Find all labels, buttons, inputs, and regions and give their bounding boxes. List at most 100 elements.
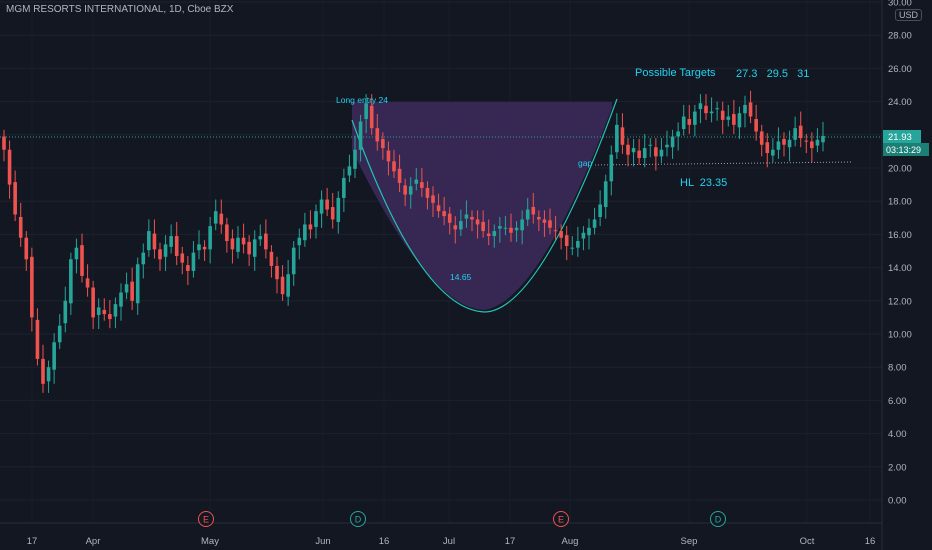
candle-body: [748, 102, 753, 117]
candle: [414, 168, 419, 191]
candle: [69, 252, 73, 315]
x-tick-label: Oct: [800, 536, 815, 547]
candle-body: [180, 253, 185, 263]
candle: [676, 122, 680, 151]
y-tick-label: 18.00: [888, 197, 912, 208]
candle: [130, 267, 134, 310]
event-marker-label: E: [203, 515, 209, 525]
candle-body: [459, 221, 463, 230]
candle: [381, 132, 385, 160]
long-entry-label: Long entry 24: [336, 95, 388, 105]
last-price-tag: 21.93 03:13:29: [883, 130, 929, 156]
candle: [113, 297, 118, 329]
candle-body: [13, 182, 17, 215]
y-tick-label: 24.00: [888, 97, 912, 108]
candle-body: [815, 139, 820, 146]
candle: [570, 236, 575, 256]
candle-body: [492, 231, 497, 237]
candle-body: [782, 138, 786, 145]
candle-body: [631, 148, 636, 153]
candle-body: [63, 300, 68, 324]
candle: [759, 124, 764, 157]
candle: [743, 95, 747, 128]
candle: [169, 224, 173, 254]
candle: [620, 113, 625, 154]
y-tick-label: 2.00: [888, 462, 907, 473]
candle-body: [570, 247, 575, 249]
candle-body: [80, 245, 84, 276]
candle-body: [553, 230, 558, 232]
time-axis[interactable]: 17 Apr May Jun 16 Jul 17 Aug Sep Oct 16: [27, 536, 876, 547]
earnings-marker[interactable]: E: [553, 511, 569, 527]
candle: [464, 200, 469, 228]
candle: [24, 231, 29, 271]
candle: [698, 94, 703, 124]
candle-body: [665, 144, 669, 148]
candle: [815, 128, 820, 153]
candle-body: [414, 179, 419, 184]
candle: [119, 283, 123, 321]
candle: [715, 101, 719, 121]
earnings-marker[interactable]: E: [198, 511, 214, 527]
candle: [269, 245, 274, 278]
candle: [186, 255, 190, 286]
candle: [720, 101, 725, 134]
candle-body: [264, 233, 268, 250]
candle-body: [765, 142, 770, 154]
candle: [375, 114, 380, 151]
candle: [514, 221, 519, 242]
candle: [821, 121, 825, 152]
candle: [687, 104, 692, 134]
candle-body: [531, 207, 536, 215]
candle-body: [403, 185, 407, 195]
candle-body: [615, 124, 619, 153]
candle: [63, 286, 68, 333]
candle: [358, 114, 363, 162]
candle-body: [581, 232, 586, 239]
candle-body: [564, 235, 569, 247]
candle-body: [303, 224, 307, 241]
candle-body: [119, 292, 123, 307]
cup-pattern-fill: [352, 102, 612, 310]
candle-body: [163, 244, 168, 257]
candle-body: [431, 195, 435, 203]
candle: [637, 138, 641, 165]
candle: [654, 138, 658, 171]
dividend-marker[interactable]: D: [710, 511, 726, 527]
candle: [503, 216, 508, 236]
candle-body: [375, 128, 380, 142]
candle: [436, 193, 441, 218]
candle: [219, 199, 224, 234]
candle-body: [732, 114, 736, 125]
y-tick-label: 10.00: [888, 330, 912, 341]
candle: [542, 210, 547, 237]
candle: [230, 229, 235, 264]
event-marker-label: D: [355, 515, 362, 525]
candle-body: [715, 108, 719, 110]
candle: [665, 130, 669, 157]
candle: [765, 133, 770, 168]
candle-body: [225, 224, 229, 242]
candle-body: [654, 147, 658, 157]
candle: [793, 116, 797, 147]
candle-body: [297, 237, 302, 246]
candle: [553, 216, 558, 241]
candle: [80, 233, 84, 283]
price-axis[interactable]: 0.00 2.00 4.00 6.00 8.00 10.00 12.00 14.00 16.00…: [888, 0, 912, 507]
currency-badge[interactable]: USD: [894, 9, 922, 21]
candle: [481, 210, 485, 238]
candle: [213, 199, 218, 231]
candle-body: [46, 367, 51, 382]
dividend-marker[interactable]: D: [350, 511, 366, 527]
candle-body: [598, 204, 602, 217]
candle-body: [821, 135, 825, 143]
candle: [587, 218, 591, 250]
candle-body: [776, 141, 781, 150]
candle-body: [520, 219, 524, 231]
candle: [509, 213, 513, 242]
candle-body: [481, 221, 485, 232]
candle: [681, 104, 686, 136]
candle: [492, 224, 497, 248]
gap-label: gap: [578, 158, 592, 168]
